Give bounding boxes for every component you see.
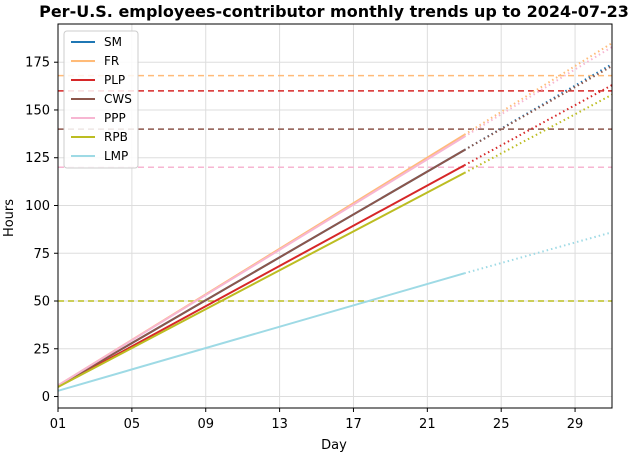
legend-item-plp: PLP <box>71 73 125 87</box>
series-projection-plp <box>463 84 613 167</box>
x-tick-label: 13 <box>271 417 288 432</box>
series-actual-ppp <box>57 135 465 387</box>
series-lines <box>57 42 613 392</box>
target-lines <box>58 74 612 302</box>
y-tick-label: 150 <box>25 103 50 118</box>
x-tick-label: 09 <box>197 417 214 432</box>
legend-label: FR <box>104 54 119 68</box>
x-axis-label: Day <box>321 438 347 453</box>
y-tick-label: 100 <box>25 199 50 214</box>
series-projection-cws <box>463 65 613 151</box>
legend-item-ppp: PPP <box>71 111 126 125</box>
series-projection-ppp <box>463 46 613 138</box>
y-tick-label: 175 <box>25 56 50 71</box>
y-tick-label: 0 <box>42 390 50 405</box>
y-axis-ticks: 0 25 50 75 100 125 150 175 <box>25 56 58 405</box>
legend-label: LMP <box>104 149 128 163</box>
legend-label: CWS <box>104 92 132 106</box>
x-tick-label: 05 <box>124 417 141 432</box>
series-projection-lmp <box>463 231 613 275</box>
legend-item-sm: SM <box>71 35 122 49</box>
x-tick-label: 17 <box>345 417 362 432</box>
chart-title: Per-U.S. employees-contributor monthly t… <box>39 2 629 21</box>
series-projection-sm <box>463 63 613 151</box>
y-axis-label: Hours <box>2 199 17 237</box>
series-projection-rpb <box>463 93 613 174</box>
legend-item-fr: FR <box>71 54 119 68</box>
x-tick-label: 25 <box>493 417 510 432</box>
legend-label: PPP <box>104 111 126 125</box>
x-tick-label: 21 <box>419 417 436 432</box>
series-projection-fr <box>463 42 613 136</box>
legend-item-cws: CWS <box>71 92 132 106</box>
series-actual-rpb <box>57 172 465 388</box>
legend: SM FR PLP CWS PPP RPB LMP <box>63 30 139 169</box>
y-tick-label: 25 <box>33 342 50 357</box>
plot-frame <box>57 23 613 409</box>
series-actual-cws <box>57 149 465 387</box>
series-actual-lmp <box>57 272 465 392</box>
legend-item-rpb: RPB <box>71 130 128 144</box>
legend-item-lmp: LMP <box>71 149 128 163</box>
legend-items: SM FR PLP CWS PPP RPB LMP <box>71 35 132 163</box>
x-axis-ticks: 01 05 09 13 17 21 25 29 <box>50 408 584 432</box>
y-tick-label: 75 <box>33 247 50 262</box>
legend-label: RPB <box>104 130 128 144</box>
x-tick-label: 29 <box>567 417 584 432</box>
series-actual-plp <box>57 164 465 388</box>
legend-box <box>63 30 139 169</box>
legend-label: SM <box>104 35 122 49</box>
x-tick-label: 01 <box>50 417 67 432</box>
y-tick-label: 50 <box>33 295 50 310</box>
y-tick-label: 125 <box>25 151 50 166</box>
legend-label: PLP <box>104 73 125 87</box>
